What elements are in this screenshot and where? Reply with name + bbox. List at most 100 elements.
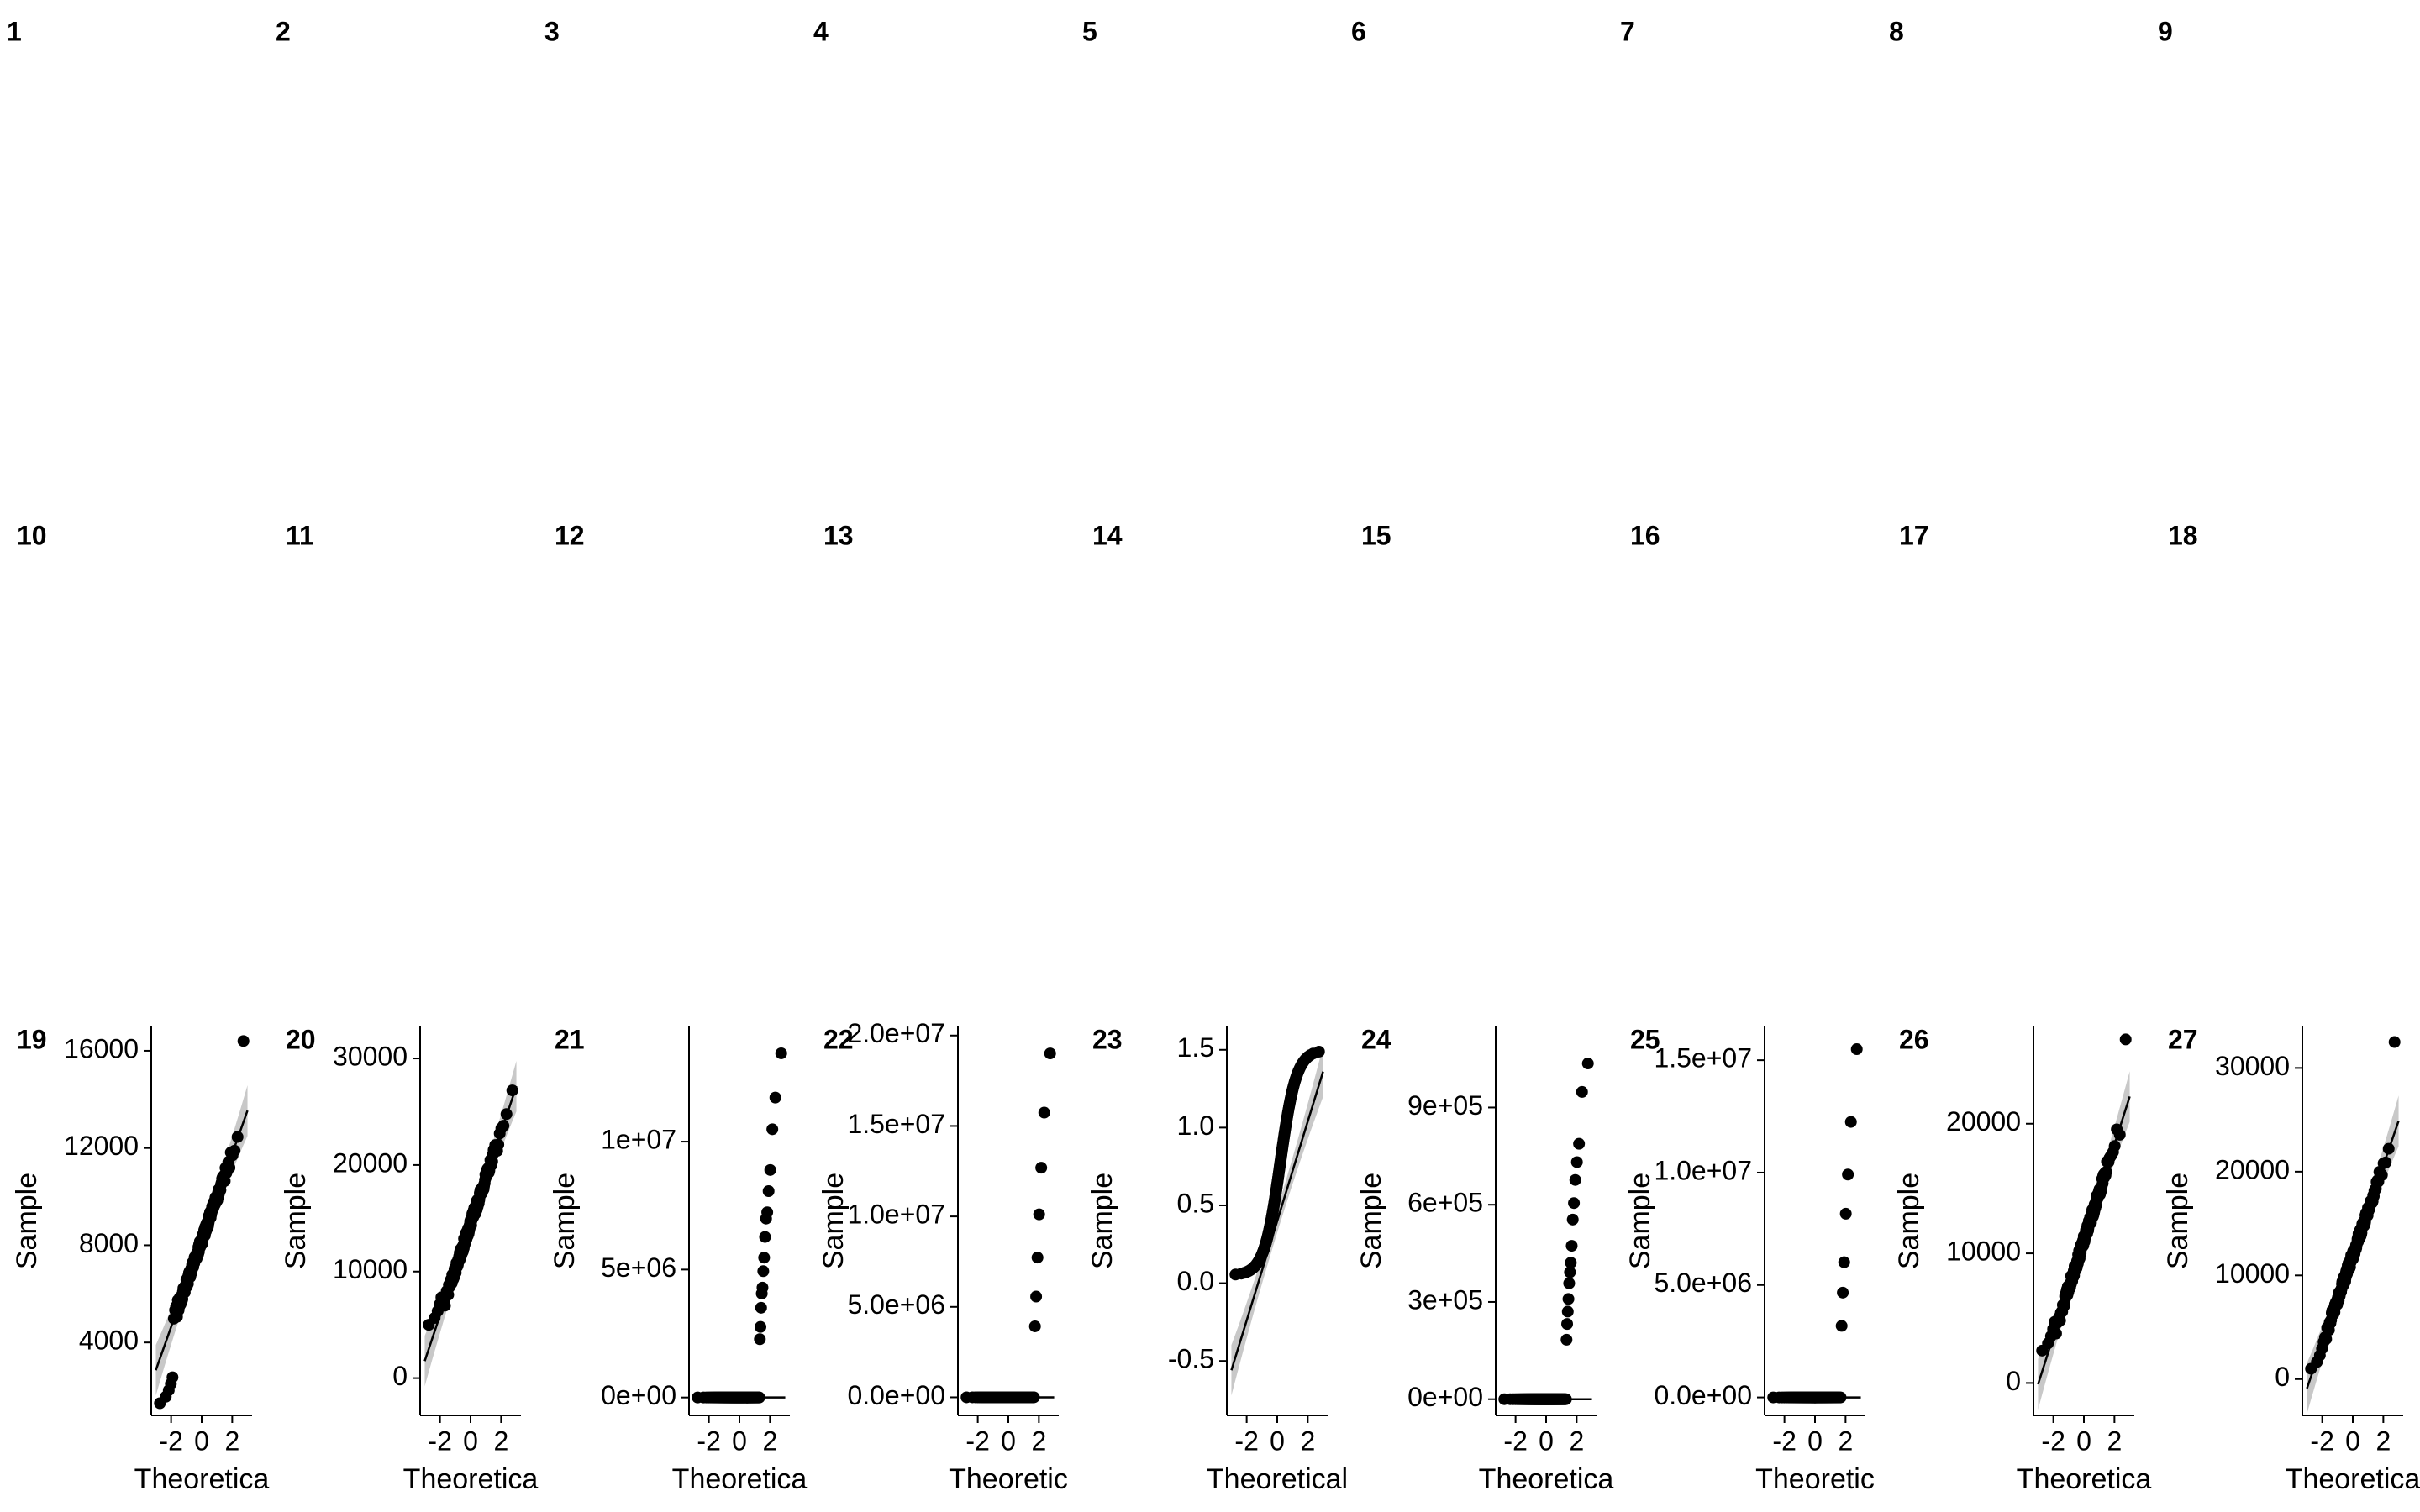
panel-title-11: 11 [286, 520, 314, 550]
y-tick-label: 1.5e+07 [1654, 1043, 1752, 1074]
x-axis-title: Theoretical [1207, 1463, 1348, 1495]
x-tick-label: 0 [463, 1425, 478, 1456]
data-point [2108, 1140, 2121, 1152]
data-point [500, 1108, 513, 1121]
y-tick-label: 20000 [1946, 1106, 2021, 1137]
panel-title-6: 6 [1351, 16, 1366, 46]
data-point [439, 1299, 451, 1312]
x-tick-label: -2 [428, 1425, 451, 1456]
data-point [1566, 1213, 1579, 1226]
data-point [754, 1333, 766, 1346]
data-point [769, 1091, 781, 1104]
x-tick-label: -2 [159, 1425, 182, 1456]
panel-title-24: 24 [1361, 1024, 1392, 1054]
panel-18: 18 [2168, 520, 2198, 550]
data-point [2388, 1036, 2401, 1048]
panel-25: 25 0.0e+00 5.0e+06 1.0e+07 1.5e+07 -2 0 2 Theore… [1624, 1024, 1875, 1495]
panel-14: 14 [1092, 520, 1123, 550]
y-tick-label: 10000 [333, 1254, 408, 1284]
y-tick-label: 12000 [64, 1131, 139, 1161]
x-tick-label: 2 [224, 1425, 239, 1456]
y-tick-label: 1.5 [1177, 1032, 1214, 1063]
y-tick-label: 0.0e+00 [847, 1380, 945, 1410]
panel-title-5: 5 [1082, 16, 1097, 46]
data-point [762, 1184, 775, 1197]
y-tick-label: 0 [2006, 1366, 2021, 1396]
x-axis-title: Theoretica [1479, 1463, 1614, 1495]
y-tick-label: 3e+05 [1407, 1284, 1483, 1315]
x-tick-label: 0 [2345, 1425, 2360, 1456]
y-tick-label: 0e+00 [601, 1380, 676, 1410]
data-point [1573, 1137, 1586, 1150]
x-tick-label: 0 [1807, 1425, 1823, 1456]
data-point [1581, 1058, 1594, 1070]
panel-15: 15 [1361, 520, 1392, 550]
data-point [1028, 1391, 1040, 1404]
y-tick-label: 5.0e+06 [1654, 1268, 1752, 1298]
panel-23: 23 -0.5 0.0 0.5 1.0 1.5 -2 0 2 Theoretical Sample [1086, 1024, 1348, 1495]
y-tick-label: 4000 [79, 1326, 139, 1356]
data-point [1844, 1116, 1857, 1128]
y-axis-title: Sample [549, 1173, 581, 1269]
data-point [1033, 1208, 1045, 1221]
y-tick-label: 30000 [333, 1042, 408, 1072]
data-point [224, 1162, 236, 1174]
panel-1: 1 [7, 16, 22, 46]
y-tick-label: 1.0 [1177, 1110, 1214, 1141]
data-point [2375, 1168, 2388, 1181]
panel-8: 8 [1889, 16, 1904, 46]
x-tick-label: -2 [2041, 1425, 2065, 1456]
y-tick-label: 0e+00 [1407, 1382, 1483, 1412]
y-tick-label: 1.0e+07 [847, 1200, 945, 1230]
data-point [1561, 1305, 1574, 1318]
y-tick-label: 20000 [333, 1147, 408, 1178]
y-axis-title: Sample [818, 1173, 850, 1269]
panel-5: 5 [1082, 16, 1097, 46]
x-tick-label: 2 [1300, 1425, 1315, 1456]
data-point [1842, 1168, 1854, 1181]
data-point [1031, 1252, 1044, 1264]
x-tick-label: 0 [1001, 1425, 1016, 1456]
panel-title-20: 20 [286, 1024, 316, 1054]
y-axis-title: Sample [11, 1173, 43, 1269]
data-point [761, 1206, 774, 1219]
data-point [2382, 1142, 2395, 1155]
x-tick-label: -2 [697, 1425, 720, 1456]
data-point [2113, 1128, 2126, 1141]
data-point [166, 1371, 179, 1383]
data-point [775, 1047, 787, 1059]
data-point [2380, 1156, 2392, 1168]
x-tick-label: -2 [1234, 1425, 1258, 1456]
data-point [1561, 1318, 1574, 1331]
x-axis-title: Theoretic [1755, 1463, 1875, 1495]
data-point [1044, 1047, 1056, 1060]
panel-title-8: 8 [1889, 16, 1904, 46]
y-tick-label: 1.5e+07 [847, 1109, 945, 1139]
panel-title-1: 1 [7, 16, 22, 46]
data-point [1560, 1393, 1572, 1405]
panel-17: 17 [1899, 520, 1929, 550]
panel-16: 16 [1630, 520, 1660, 550]
x-tick-label: 2 [1569, 1425, 1584, 1456]
panel-4: 4 [813, 16, 829, 46]
data-point [1568, 1197, 1581, 1210]
y-axis-title: Sample [1355, 1173, 1387, 1269]
panel-24: 24 0e+00 3e+05 6e+05 9e+05 -2 0 2 Theoretica Samp… [1355, 1024, 1613, 1495]
y-tick-label: 30000 [2215, 1051, 2290, 1081]
panel-13: 13 [823, 520, 854, 550]
y-tick-label: 1.0e+07 [1654, 1155, 1752, 1185]
x-tick-label: -2 [1772, 1425, 1796, 1456]
data-point [237, 1035, 250, 1047]
data-point [1570, 1156, 1583, 1168]
data-point [1028, 1320, 1041, 1332]
panel-22: 22 0.0e+00 5.0e+06 1.0e+07 1.5e+07 2.0e+07 -2 0… [818, 1018, 1068, 1495]
data-point [1839, 1207, 1852, 1220]
panel-6: 6 [1351, 16, 1366, 46]
panel-title-7: 7 [1620, 16, 1635, 46]
y-axis-title: Sample [1624, 1173, 1656, 1269]
panel-title-26: 26 [1899, 1024, 1929, 1054]
data-point [1565, 1257, 1577, 1269]
panel-title-19: 19 [17, 1024, 47, 1054]
